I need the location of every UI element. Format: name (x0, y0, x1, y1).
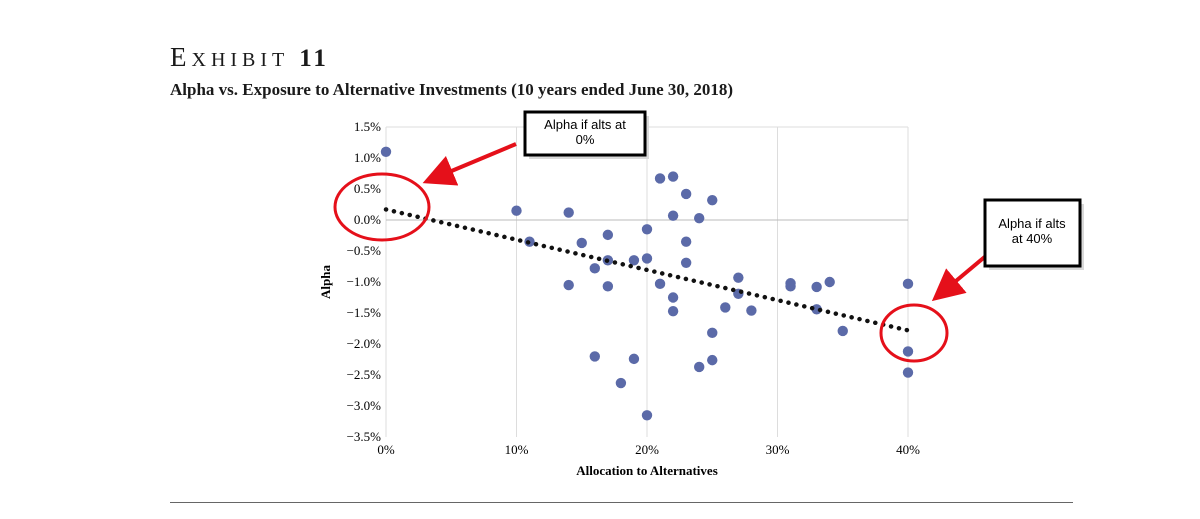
scatter-point (576, 237, 587, 249)
scatter-point (707, 327, 718, 339)
scatter-point (628, 353, 640, 365)
scatter-point (902, 367, 914, 378)
scatter-point (511, 205, 522, 216)
scatter-point (628, 255, 640, 266)
y-tick-label: 0.5% (354, 181, 381, 196)
x-tick-label: 40% (896, 442, 920, 457)
scatter-point (694, 212, 705, 224)
scatter-point (641, 224, 653, 235)
right-callout-text: Alpha if alts at 40% (998, 216, 1066, 246)
scatter-point (667, 305, 679, 317)
scatter-point (667, 171, 679, 182)
scatter-point (641, 253, 653, 264)
scatter-point (615, 377, 627, 389)
y-tick-label: 1.0% (354, 150, 381, 165)
scatter-point (589, 351, 600, 362)
x-axis-label: Allocation to Alternatives (576, 463, 718, 478)
scatter-point (694, 361, 705, 373)
y-tick-label: −1.0% (347, 274, 382, 289)
left-highlight-circle (333, 172, 431, 242)
scatter-point (837, 325, 848, 337)
scatter-point (785, 281, 796, 292)
scatter-point (733, 272, 744, 283)
scatter-point (654, 278, 666, 290)
scatter-point (589, 263, 600, 274)
bottom-rule (170, 502, 1073, 503)
y-tick-label: 1.5% (354, 119, 381, 134)
right-highlight-circle (879, 303, 949, 363)
y-tick-label: −1.5% (347, 305, 382, 320)
left-callout-box: Alpha if alts at 0% (523, 110, 649, 159)
x-tick-label: 0% (377, 442, 395, 457)
y-tick-label: −0.5% (347, 243, 382, 258)
right-callout-arrow (931, 253, 989, 302)
exhibit-label: EXHIBIT 11 (170, 42, 329, 73)
y-tick-labels: 1.5% 1.0% 0.5% 0.0% −0.5% −1.0% −1.5% −2.0% −2.5… (347, 119, 382, 444)
y-tick-label: −3.5% (347, 429, 382, 444)
x-tick-labels: 0% 10% 20% 30% 40% (377, 442, 920, 457)
y-tick-label: −2.5% (347, 367, 382, 382)
data-points (380, 146, 914, 421)
scatter-point (811, 281, 822, 293)
trend-line (383, 207, 911, 333)
scatter-point (602, 281, 614, 292)
y-tick-label: −2.0% (347, 336, 382, 351)
scatter-point (602, 229, 614, 241)
scatter-point (667, 292, 679, 303)
scatter-point (667, 210, 679, 221)
y-axis-label: Alpha (318, 265, 333, 299)
y-tick-label: 0.0% (354, 212, 381, 227)
scatter-point (680, 188, 692, 200)
x-tick-label: 10% (505, 442, 529, 457)
left-callout-text: Alpha if alts at 0% (544, 117, 626, 147)
scatter-point (902, 346, 914, 357)
scatter-point (563, 207, 574, 218)
scatter-point (707, 354, 718, 366)
exhibit-number: 11 (299, 45, 329, 72)
chart-subtitle: Alpha vs. Exposure to Alternative Invest… (170, 80, 734, 99)
right-callout-box: Alpha if alts at 40% (983, 198, 1084, 270)
scatter-point (654, 173, 666, 184)
scatter-point (720, 302, 731, 313)
exhibit-initial: E (170, 42, 192, 72)
x-tick-label: 30% (766, 442, 790, 457)
x-tick-label: 20% (635, 442, 659, 457)
exhibit-word: XHIBIT (191, 49, 290, 71)
scatter-point (641, 410, 653, 421)
scatter-point (824, 276, 835, 288)
scatter-point (902, 278, 914, 290)
left-callout-arrow (422, 142, 517, 186)
scatter-point (707, 194, 718, 206)
scatter-point (746, 305, 757, 316)
scatter-point (680, 236, 692, 247)
scatter-point (563, 279, 574, 291)
scatter-point (680, 257, 692, 268)
y-tick-label: −3.0% (347, 398, 382, 413)
scatter-point (380, 146, 392, 157)
